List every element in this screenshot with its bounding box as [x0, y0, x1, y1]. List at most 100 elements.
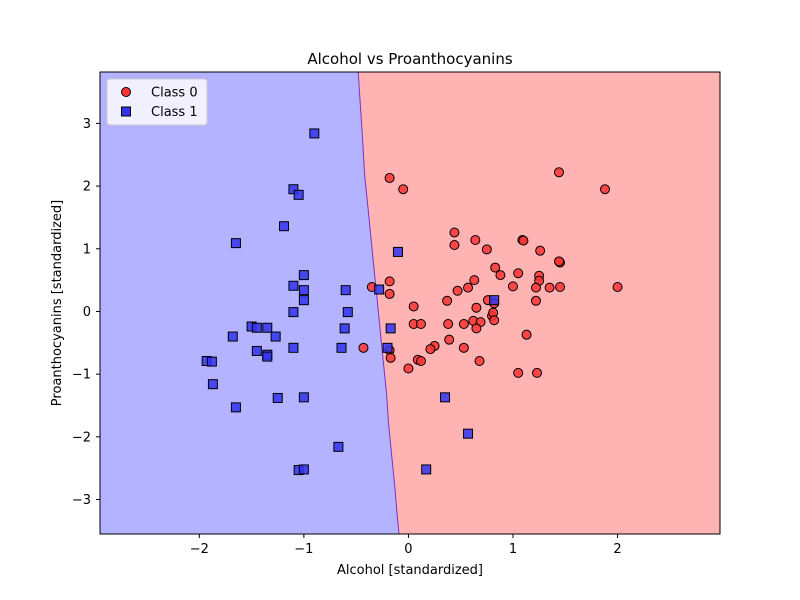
- class-1-point: [374, 284, 385, 295]
- legend-label-class-1: Class 1: [151, 105, 198, 120]
- class-0-point: [403, 363, 414, 374]
- class-1-point: [298, 295, 309, 306]
- class-1-point: [230, 238, 241, 249]
- y-tick-label: 1: [83, 242, 91, 257]
- legend-marker-class-1: [121, 106, 131, 117]
- class-1-point: [272, 392, 283, 403]
- class-1-point: [463, 428, 474, 439]
- plot-frame: [99, 71, 721, 535]
- y-tick-label: 0: [83, 305, 91, 320]
- class-0-point: [599, 184, 610, 195]
- chart-title: Alcohol vs Proanthocyanins: [307, 50, 512, 68]
- class-0-point: [384, 288, 395, 299]
- class-1-point: [489, 295, 500, 306]
- class-0-point: [518, 235, 529, 246]
- class-1-region: [100, 72, 399, 534]
- class-0-point: [530, 282, 541, 293]
- x-tick-label: 2: [613, 542, 621, 557]
- class-1-point: [262, 351, 273, 362]
- legend-box: [106, 78, 208, 126]
- class-1-point: [339, 323, 350, 334]
- class-0-point: [425, 344, 436, 355]
- decision-regions: [100, 71, 720, 535]
- y-tick-label: −1: [72, 368, 91, 383]
- class-1-point: [288, 280, 299, 291]
- class-0-point: [385, 352, 396, 363]
- class-0-point: [490, 262, 501, 273]
- class-1-point: [298, 464, 309, 475]
- class-0-point: [442, 295, 453, 306]
- class-0-point: [408, 301, 419, 312]
- class-1-point: [288, 307, 299, 318]
- class-0-point: [471, 302, 482, 313]
- class-0-point: [415, 319, 426, 329]
- y-tick-label: 2: [83, 180, 91, 195]
- class-0-point: [458, 319, 469, 329]
- legend-marker-class-0: [121, 87, 131, 97]
- class-1-point: [251, 322, 262, 333]
- class-1-point: [309, 128, 320, 139]
- class-1-point: [382, 342, 393, 353]
- class-1-point: [270, 331, 281, 342]
- class-1-point: [421, 464, 432, 475]
- legend-label-class-0: Class 0: [151, 86, 198, 101]
- class-0-point: [458, 342, 469, 353]
- class-0-point: [449, 240, 460, 251]
- class-0-point: [555, 282, 566, 293]
- class-1-point: [385, 323, 396, 334]
- class-0-point: [535, 245, 546, 256]
- decision-boundary-line: [357, 71, 400, 535]
- class-0-point: [449, 227, 460, 238]
- class-0-point: [384, 172, 395, 183]
- class-1-point: [340, 285, 351, 296]
- class-1-point: [227, 331, 238, 342]
- class-0-point: [612, 282, 623, 293]
- class-0-point: [398, 184, 409, 195]
- class-1-point: [336, 342, 347, 353]
- y-axis-ticks: −3 −2 −1 0 1 2 3: [72, 117, 100, 508]
- class-1-point: [342, 307, 353, 318]
- legend: Class 0 Class 1: [106, 78, 208, 126]
- class-1-point: [293, 189, 304, 200]
- class-0-point: [489, 315, 500, 326]
- class-0-point: [452, 285, 463, 296]
- class-0-point: [471, 323, 482, 334]
- y-tick-label: 3: [83, 117, 91, 132]
- class-0-point: [495, 270, 506, 281]
- x-tick-label: −1: [294, 542, 313, 557]
- class-0-point: [553, 167, 564, 178]
- y-axis-title: Proanthocyanins [standardized]: [50, 200, 65, 406]
- class-0-point: [521, 329, 532, 340]
- class-1-point: [298, 270, 309, 281]
- class-0-point: [513, 367, 524, 378]
- class-0-point: [384, 276, 395, 287]
- class-1-point: [333, 441, 344, 452]
- class-1-point: [206, 356, 217, 367]
- class-0-point: [469, 275, 480, 286]
- class-1-point: [392, 246, 403, 257]
- class-0-point: [463, 282, 474, 293]
- y-tick-label: −3: [72, 493, 91, 508]
- x-axis-ticks: −2 −1 0 1 2: [190, 534, 622, 557]
- class-1-point: [440, 392, 451, 403]
- class-1-point: [298, 392, 309, 403]
- class-0-point: [470, 235, 481, 245]
- class-1-point: [279, 221, 290, 232]
- class-0-point: [415, 355, 426, 366]
- class-1-point: [207, 379, 218, 390]
- x-axis-title: Alcohol [standardized]: [337, 563, 483, 578]
- class-1-point: [251, 345, 262, 356]
- x-tick-label: −2: [190, 542, 209, 557]
- class-0-point: [358, 342, 369, 353]
- class-0-point: [474, 355, 485, 366]
- class-0-point: [553, 256, 564, 267]
- data-points: [201, 128, 623, 476]
- class-0-point: [530, 295, 541, 306]
- y-tick-label: −2: [72, 430, 91, 445]
- class-0-point: [532, 367, 543, 378]
- class-1-point: [288, 342, 299, 353]
- class-0-point: [481, 244, 492, 255]
- class-1-point: [230, 402, 241, 413]
- class-1-point: [288, 184, 299, 195]
